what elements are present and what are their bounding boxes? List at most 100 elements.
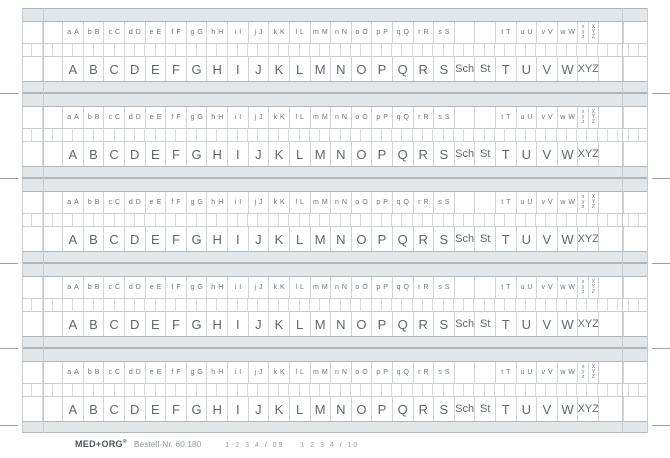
tick-cell [217, 214, 228, 226]
uppercase-letter: I [239, 199, 242, 206]
blank-cell [43, 142, 64, 166]
blank-cell [455, 22, 476, 43]
tick-cell [73, 44, 84, 56]
blank-cell [22, 192, 43, 213]
large-letter-cell-K: K [269, 312, 290, 336]
large-letter-cell-C: C [104, 397, 126, 421]
tick-cell [32, 384, 43, 396]
tick-cell [495, 299, 506, 311]
lowercase-letter: s [438, 284, 442, 291]
uppercase-letter: N [341, 369, 347, 376]
tick-cell [104, 299, 115, 311]
uppercase-letter: T [506, 199, 511, 206]
large-letter-cell-N: N [331, 397, 352, 421]
tick-cell [608, 44, 619, 56]
large-letter-cell-XYZ: XYZ [578, 57, 600, 81]
brand-logo: MED+ORG® [75, 439, 127, 449]
tick-cell [176, 299, 187, 311]
large-letter-cell-H: H [207, 312, 229, 336]
lowercase-letter: u [520, 199, 525, 206]
lowercase-letter: k [273, 369, 278, 376]
tick-cell [248, 214, 259, 226]
large-letter-cell-B: B [84, 397, 105, 421]
lowercase-letter: r [418, 199, 421, 206]
tick-cell [382, 214, 393, 226]
tick-cell [392, 299, 403, 311]
tick-cell [228, 384, 238, 396]
lowercase-letter: m [312, 284, 319, 291]
blank-cell [22, 277, 43, 298]
uppercase-letter: L [300, 29, 304, 36]
large-letter-cell-XYZ: XYZ [578, 142, 600, 166]
tick-cell [474, 384, 485, 396]
uppercase-letter: L [300, 199, 304, 206]
uppercase-letter: B [94, 114, 100, 121]
lowercase-letter: u [520, 114, 525, 121]
large-letter-cell-L: L [290, 227, 311, 251]
large-letter-cell-W: W [558, 397, 579, 421]
blank-cell [624, 227, 649, 251]
blank-cell [599, 142, 624, 166]
lowercase-letter: a [67, 199, 72, 206]
tick-cell [22, 299, 33, 311]
large-letter-cell-J: J [249, 227, 270, 251]
cut-guide-vertical [647, 8, 648, 433]
large-letter-cell-N: N [331, 57, 352, 81]
stacked-letter: Z [591, 374, 595, 381]
large-letter-cell-A: A [63, 312, 84, 336]
uppercase-letter: T [506, 284, 511, 291]
tick-cell [474, 44, 485, 56]
blank-cell [455, 107, 476, 128]
tick-cell [423, 44, 434, 56]
lowercase-letter: f [171, 29, 174, 36]
blank-cell [43, 277, 64, 298]
tick-cell [125, 129, 136, 141]
large-letter-row: A B C D E F G H I J K L M N O P Q R S Sch St T U V W XYZ [22, 142, 648, 166]
tick-cell [94, 214, 105, 226]
tick-cell [300, 384, 310, 396]
large-letter-cell-F: F [166, 312, 187, 336]
lowercase-letter: e [149, 284, 154, 291]
lowercase-letter: d [128, 114, 133, 121]
uppercase-letter: Q [403, 114, 409, 121]
large-letter-cell-I: I [228, 57, 249, 81]
large-letter-cell-Q: Q [393, 397, 414, 421]
tick-cell [310, 44, 321, 56]
print-code: 1 2 3 4 / 10 [300, 442, 360, 449]
large-letter-cell-P: P [372, 312, 393, 336]
uppercase-letter: I [239, 284, 242, 291]
cut-mark-dash [652, 425, 670, 426]
large-letter-cell-W: W [558, 227, 579, 251]
uppercase-letter: G [197, 284, 203, 291]
lowercase-letter: i [234, 369, 237, 376]
large-letter-cell-F: F [166, 57, 187, 81]
uppercase-letter: W [568, 29, 575, 36]
tick-cell [629, 384, 639, 396]
large-letter-cell-O: O [352, 227, 373, 251]
large-letter-row: A B C D E F G H I J K L M N O P Q R S Sch St T U V W XYZ [22, 312, 648, 336]
tick-cell [413, 299, 423, 311]
tick-cell [598, 214, 609, 226]
tick-cell [505, 384, 516, 396]
tick-cell [505, 299, 516, 311]
lowercase-letter: n [334, 284, 339, 291]
tick-cell [485, 129, 495, 141]
tick-cell [22, 384, 33, 396]
uppercase-letter: U [527, 29, 533, 36]
